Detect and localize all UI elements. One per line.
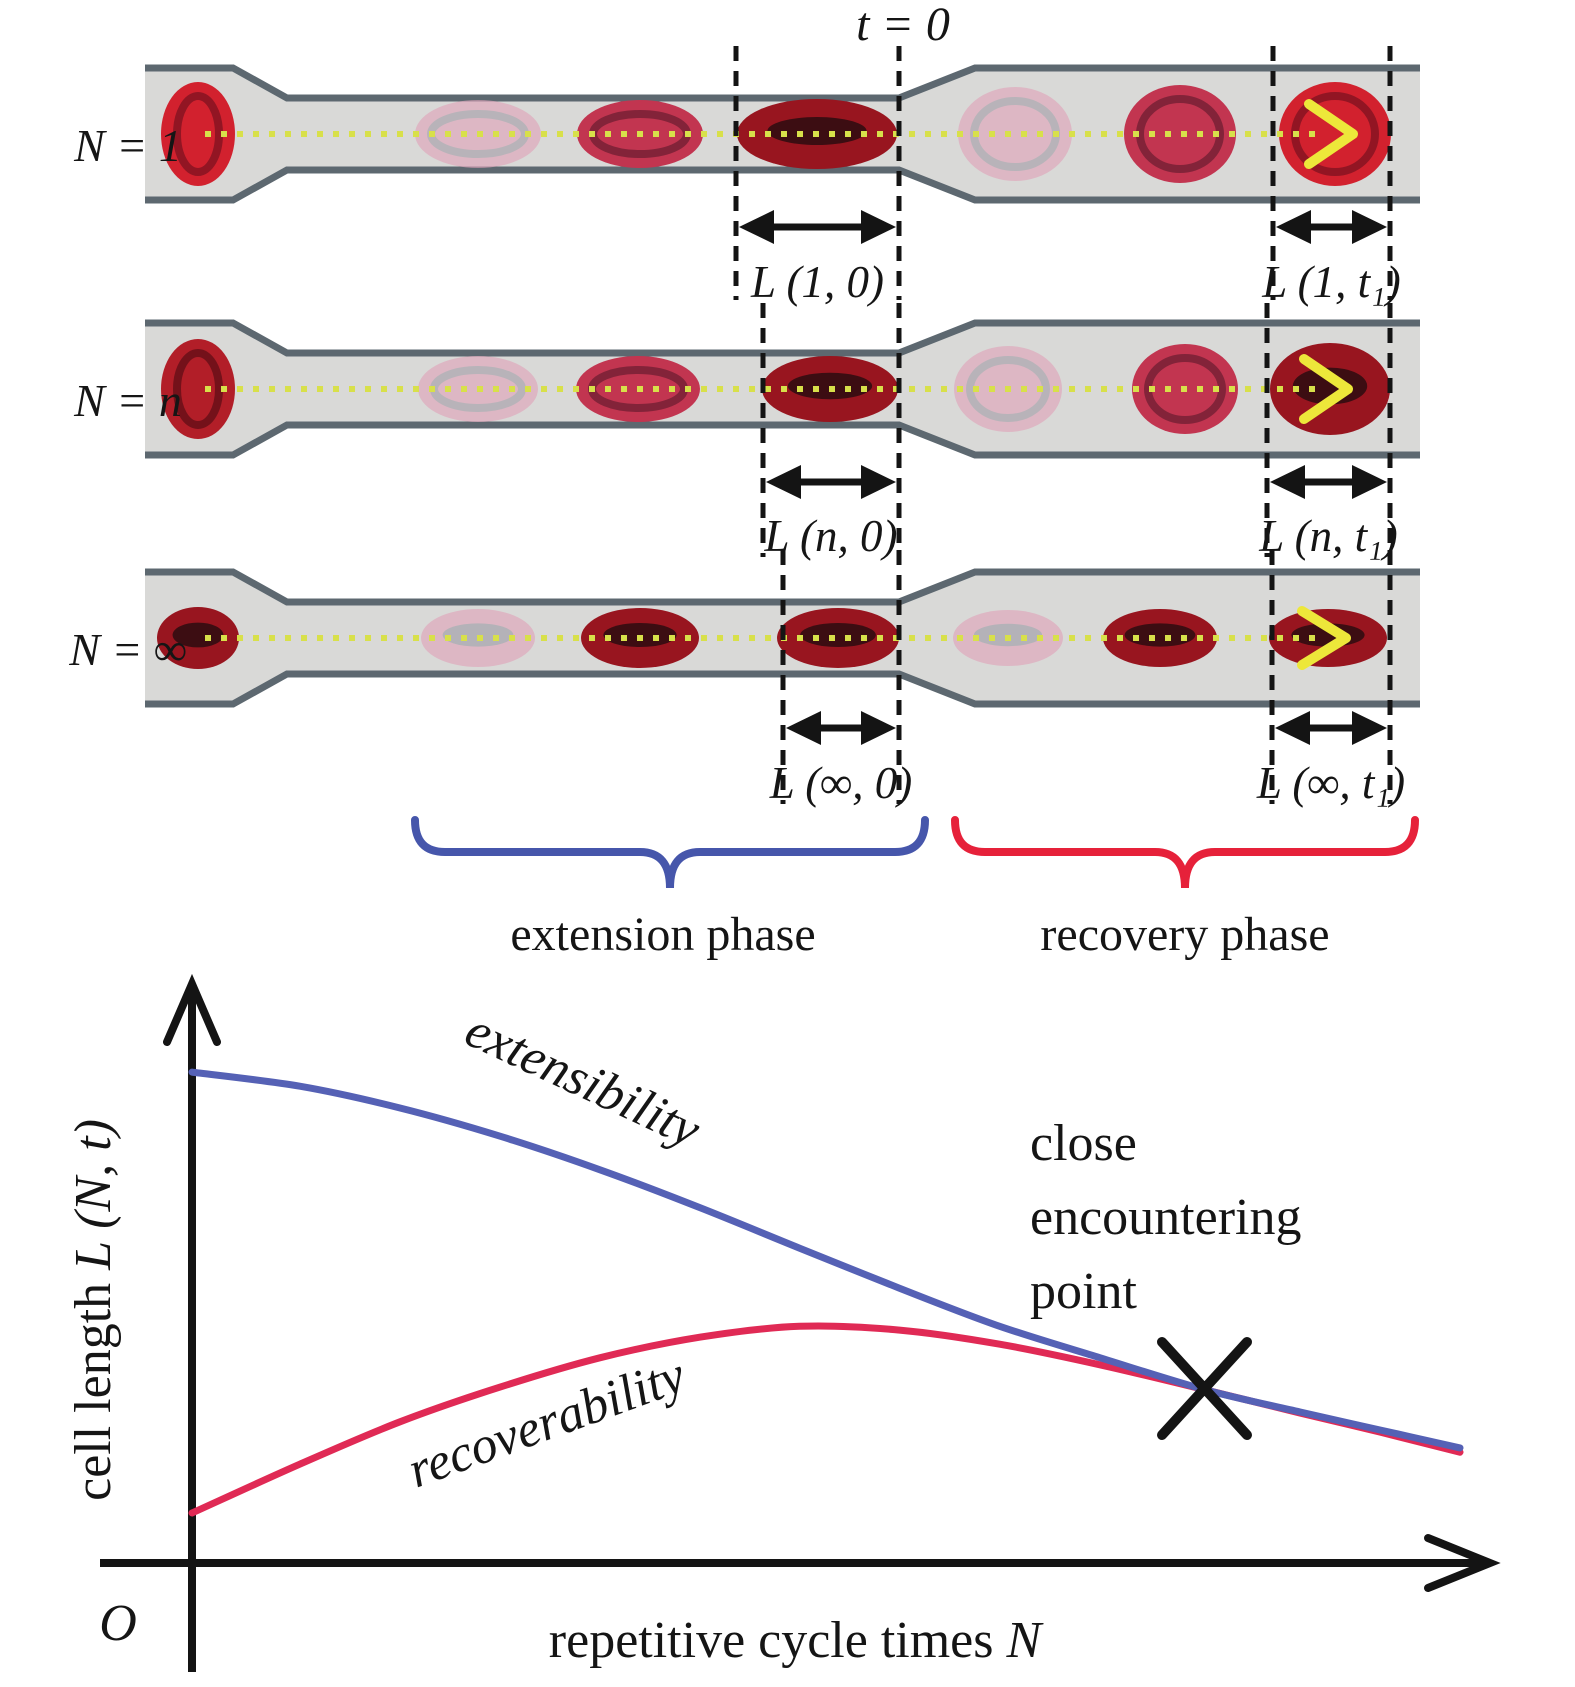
rbc-cell [161, 82, 235, 186]
rbc-cell [1103, 609, 1217, 667]
rbc-cell [1269, 609, 1387, 667]
recovery-length-label: L (n, t₁) [1258, 511, 1398, 561]
crossing-x-marker [1157, 1337, 1252, 1440]
channel-wall-top [145, 568, 1420, 606]
flow-direction-marker [1299, 354, 1353, 424]
length-arrow [739, 210, 896, 244]
extension-length-label: L (∞, 0) [769, 758, 913, 808]
flow-direction-marker [1304, 99, 1358, 169]
recovery-phase-label: recovery phase [1040, 908, 1329, 961]
extension-phase-label: extension phase [510, 908, 815, 961]
channel-wall-bottom [145, 166, 1420, 204]
y-axis-label: cell length L (N, t) [65, 1119, 122, 1501]
length-arrow [1270, 465, 1387, 499]
channel-row-2: L (n, 0) L (n, t₁) N = n [73, 303, 1420, 561]
curves-group [188, 1068, 1464, 1517]
extension-length-label: L (1, 0) [750, 257, 884, 307]
rbc-cell [161, 339, 235, 439]
length-arrow [786, 711, 896, 745]
annotation-line-2: encountering [1030, 1189, 1301, 1246]
annotation-line-3: point [1030, 1263, 1137, 1320]
recovery-phase-brace [951, 816, 1419, 889]
flow-direction-marker [1297, 606, 1351, 670]
recovery-length-label: L (1, t₁) [1261, 257, 1401, 307]
channel-row-1: L (1, 0) L (1, t₁) N = 1 [73, 46, 1420, 307]
time-zero-label: t = 0 [856, 0, 950, 51]
channel-wall-bottom [145, 670, 1420, 708]
close-encountering-annotation: close encountering point [1030, 1115, 1301, 1320]
rbc-cell [1270, 343, 1390, 435]
length-arrow [1275, 711, 1387, 745]
channel-wall-top [145, 319, 1420, 357]
length-arrow [766, 465, 896, 499]
x-axis-label: repetitive cycle times N [549, 1612, 1045, 1669]
recovery-length-label: L (∞, t₁) [1256, 758, 1405, 808]
row-cycle-label: N = 1 [73, 120, 182, 171]
recoverability-curve [188, 1322, 1464, 1517]
row-cycle-label: N = n [73, 375, 182, 426]
row-cycle-label: N = ∞ [68, 624, 187, 675]
extension-length-label: L (n, 0) [764, 511, 898, 561]
channel-wall-bottom [145, 421, 1420, 459]
channel-diagram: L (1, 0) L (1, t₁) N = 1 L (n, 0) L (n, t₁) N… [68, 46, 1420, 808]
length-arrow [1276, 210, 1387, 244]
channel-row-3: L (∞, 0) L (∞, t₁) N = ∞ [68, 550, 1420, 808]
extensibility-curve [188, 1068, 1464, 1452]
rbc-cell [1124, 85, 1236, 183]
annotation-line-1: close [1030, 1115, 1137, 1172]
y-axis-arrowhead [163, 973, 221, 1046]
origin-label: O [99, 1595, 137, 1652]
rbc-cell [777, 608, 899, 668]
rbc-cell [157, 607, 239, 669]
extension-phase-brace [411, 816, 929, 889]
x-axis-arrowhead [1424, 1534, 1501, 1592]
channel-wall-top [145, 64, 1420, 102]
